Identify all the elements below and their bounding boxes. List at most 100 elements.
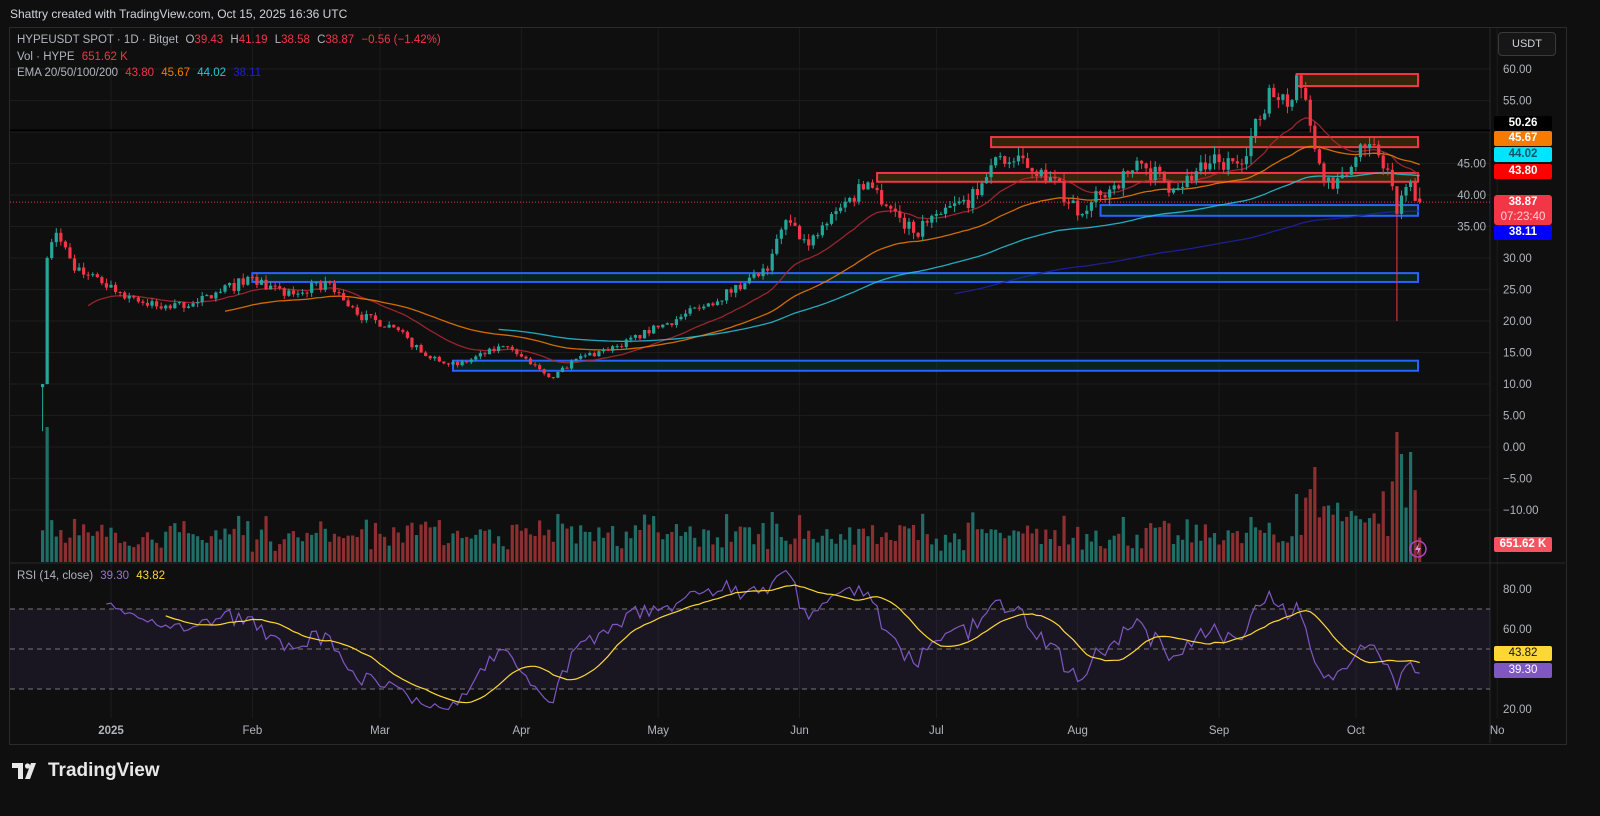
candle-body — [579, 356, 583, 359]
candle-body — [314, 282, 318, 284]
candle-body — [269, 285, 273, 290]
volume-bar — [1039, 544, 1043, 562]
ema-label[interactable]: EMA 20/50/100/200 — [17, 67, 119, 79]
volume-bar — [839, 534, 843, 562]
volume-bar — [898, 525, 902, 562]
candle-body — [820, 225, 824, 236]
candle-body — [642, 329, 647, 339]
volume-bar — [852, 544, 856, 562]
volume-bar — [1226, 530, 1230, 562]
candle-body — [360, 314, 364, 321]
candle-body — [779, 229, 783, 239]
candle-body — [1117, 185, 1121, 189]
volume-bar — [1349, 511, 1353, 562]
volume-bar — [893, 540, 897, 562]
candle-body — [132, 295, 136, 298]
candle-body — [100, 277, 104, 284]
volume-bar — [775, 523, 779, 562]
candle-body — [766, 268, 770, 271]
volume-bar — [807, 530, 811, 562]
candle-body — [1290, 100, 1294, 107]
volume-bar — [556, 513, 560, 562]
volume-bar — [697, 546, 701, 562]
candle-body — [816, 235, 820, 237]
volume-bar — [492, 543, 496, 562]
candle-body — [971, 189, 975, 208]
volume-bar — [1080, 549, 1084, 562]
volume-bar — [45, 427, 49, 562]
candle-body — [839, 207, 843, 212]
volume-bar — [1149, 523, 1153, 562]
volume-bar — [168, 525, 172, 562]
volume-bar — [1340, 521, 1344, 562]
volume-bar — [661, 539, 665, 562]
volume-bar — [652, 516, 656, 562]
volume-bar — [383, 536, 387, 562]
symbol-name[interactable]: HYPEUSDT SPOT · 1D · Bitget — [17, 34, 179, 46]
volume-bar — [145, 532, 150, 562]
candle-body — [939, 213, 943, 215]
high-label: H — [230, 34, 239, 46]
rsi-label[interactable]: RSI (14, close) — [17, 570, 94, 582]
volume-bar — [483, 530, 487, 562]
candle-body — [1067, 202, 1071, 204]
candle-body — [50, 242, 54, 258]
volume-bar — [378, 533, 382, 562]
candle-body — [355, 307, 359, 315]
volume-bar — [214, 530, 218, 562]
volume-bar — [95, 531, 99, 562]
volume-bar — [930, 544, 934, 562]
candle-body — [1085, 210, 1089, 214]
volume-bar — [405, 525, 409, 562]
volume-label[interactable]: Vol · HYPE — [17, 51, 75, 63]
candle-body — [223, 285, 227, 292]
currency-button[interactable]: USDT — [1498, 32, 1556, 56]
time-axis-label: Jun — [790, 725, 809, 737]
candle-body — [1135, 160, 1139, 171]
candle-body — [994, 157, 998, 166]
time-axis-label: May — [647, 725, 669, 737]
candle-body — [82, 267, 86, 275]
lightning-icon-bolt — [1415, 543, 1421, 555]
candle-body — [674, 319, 679, 326]
candle-body — [446, 363, 451, 365]
volume-bar — [962, 550, 966, 562]
volume-bar — [1345, 516, 1349, 562]
candle-body — [383, 326, 387, 328]
candle-body — [1235, 161, 1239, 164]
volume-bar — [797, 515, 802, 562]
candle-body — [606, 349, 610, 351]
candle-body — [104, 283, 109, 288]
volume-bar — [606, 532, 610, 562]
candle-body — [282, 288, 286, 296]
candle-body — [574, 358, 578, 361]
volume-bar — [1121, 516, 1125, 562]
candle-body — [209, 295, 213, 299]
candle-body — [902, 217, 907, 229]
volume-bar — [291, 531, 295, 562]
candle-body — [711, 303, 715, 306]
volume-bar — [1358, 519, 1363, 562]
candle-body — [173, 303, 177, 309]
tradingview-logo[interactable]: TradingView — [12, 760, 160, 782]
candle-body — [396, 327, 400, 331]
volume-bar — [971, 512, 975, 562]
candle-body — [1035, 171, 1039, 177]
lightning-icon[interactable] — [1409, 540, 1427, 558]
candle-body — [1372, 144, 1376, 146]
volume-bar — [1267, 522, 1271, 562]
candle-body — [1171, 188, 1176, 193]
volume-bar — [497, 536, 501, 562]
volume-bar — [118, 543, 122, 562]
candle-body — [770, 253, 774, 271]
volume-bar — [624, 531, 628, 562]
candle-body — [1249, 136, 1253, 157]
volume-bar — [218, 539, 223, 562]
volume-bar — [1190, 542, 1194, 562]
candle-body — [287, 290, 291, 296]
volume-bar — [437, 520, 441, 562]
volume-bar — [1153, 527, 1157, 562]
candle-body — [911, 221, 916, 233]
volume-bar — [1281, 541, 1285, 562]
